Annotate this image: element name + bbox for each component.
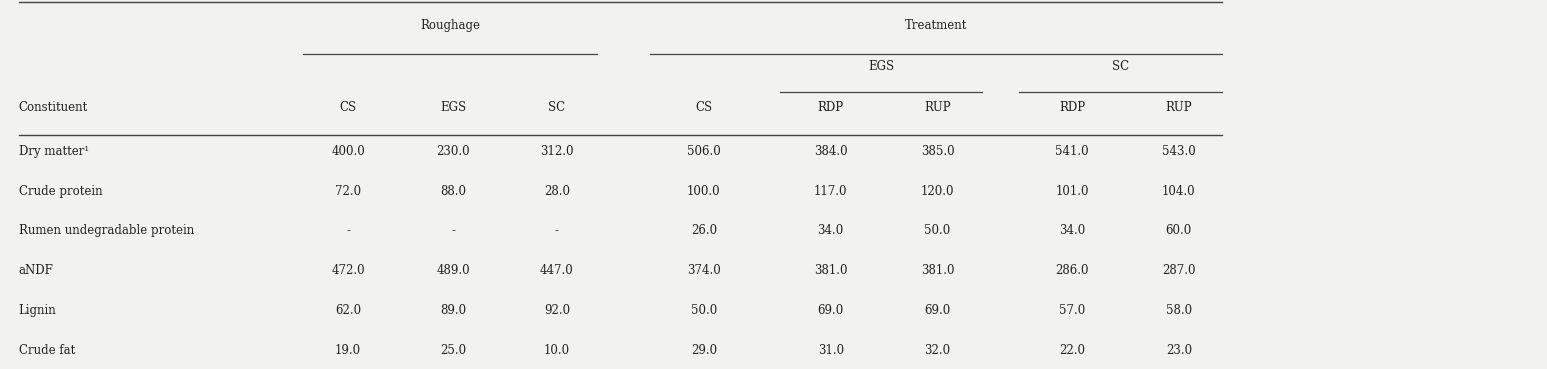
Text: 472.0: 472.0: [331, 264, 365, 277]
Text: 34.0: 34.0: [1060, 224, 1084, 238]
Text: Crude fat: Crude fat: [19, 344, 74, 357]
Text: 62.0: 62.0: [336, 304, 360, 317]
Text: 28.0: 28.0: [545, 184, 569, 198]
Text: 312.0: 312.0: [540, 145, 574, 158]
Text: 120.0: 120.0: [920, 184, 954, 198]
Text: RDP: RDP: [1060, 100, 1084, 114]
Text: 50.0: 50.0: [692, 304, 716, 317]
Text: 31.0: 31.0: [818, 344, 843, 357]
Text: 92.0: 92.0: [545, 304, 569, 317]
Text: 88.0: 88.0: [441, 184, 466, 198]
Text: 10.0: 10.0: [545, 344, 569, 357]
Text: Constituent: Constituent: [19, 100, 88, 114]
Text: 101.0: 101.0: [1055, 184, 1089, 198]
Text: RUP: RUP: [1165, 100, 1193, 114]
Text: 104.0: 104.0: [1162, 184, 1196, 198]
Text: Dry matter¹: Dry matter¹: [19, 145, 88, 158]
Text: 384.0: 384.0: [814, 145, 848, 158]
Text: 72.0: 72.0: [336, 184, 360, 198]
Text: RDP: RDP: [818, 100, 843, 114]
Text: -: -: [347, 224, 350, 238]
Text: 34.0: 34.0: [818, 224, 843, 238]
Text: SC: SC: [1112, 60, 1129, 73]
Text: 69.0: 69.0: [818, 304, 843, 317]
Text: 58.0: 58.0: [1166, 304, 1191, 317]
Text: 69.0: 69.0: [925, 304, 950, 317]
Text: SC: SC: [548, 100, 566, 114]
Text: 100.0: 100.0: [687, 184, 721, 198]
Text: 19.0: 19.0: [336, 344, 360, 357]
Text: 32.0: 32.0: [925, 344, 950, 357]
Text: 543.0: 543.0: [1162, 145, 1196, 158]
Text: 400.0: 400.0: [331, 145, 365, 158]
Text: -: -: [555, 224, 558, 238]
Text: 50.0: 50.0: [925, 224, 950, 238]
Text: Rumen undegradable protein: Rumen undegradable protein: [19, 224, 193, 238]
Text: 26.0: 26.0: [692, 224, 716, 238]
Text: 29.0: 29.0: [692, 344, 716, 357]
Text: 57.0: 57.0: [1060, 304, 1084, 317]
Text: 286.0: 286.0: [1055, 264, 1089, 277]
Text: CS: CS: [695, 100, 713, 114]
Text: 385.0: 385.0: [920, 145, 954, 158]
Text: 22.0: 22.0: [1060, 344, 1084, 357]
Text: 60.0: 60.0: [1166, 224, 1191, 238]
Text: 374.0: 374.0: [687, 264, 721, 277]
Text: 25.0: 25.0: [441, 344, 466, 357]
Text: Lignin: Lignin: [19, 304, 56, 317]
Text: 447.0: 447.0: [540, 264, 574, 277]
Text: Roughage: Roughage: [421, 19, 480, 32]
Text: 230.0: 230.0: [436, 145, 470, 158]
Text: 541.0: 541.0: [1055, 145, 1089, 158]
Text: 23.0: 23.0: [1166, 344, 1191, 357]
Text: aNDF: aNDF: [19, 264, 54, 277]
Text: EGS: EGS: [868, 60, 894, 73]
Text: 287.0: 287.0: [1162, 264, 1196, 277]
Text: 381.0: 381.0: [920, 264, 954, 277]
Text: 381.0: 381.0: [814, 264, 848, 277]
Text: 89.0: 89.0: [441, 304, 466, 317]
Text: 117.0: 117.0: [814, 184, 848, 198]
Text: 506.0: 506.0: [687, 145, 721, 158]
Text: EGS: EGS: [441, 100, 466, 114]
Text: RUP: RUP: [924, 100, 951, 114]
Text: 489.0: 489.0: [436, 264, 470, 277]
Text: Crude protein: Crude protein: [19, 184, 102, 198]
Text: CS: CS: [339, 100, 357, 114]
Text: -: -: [452, 224, 455, 238]
Text: Treatment: Treatment: [905, 19, 967, 32]
